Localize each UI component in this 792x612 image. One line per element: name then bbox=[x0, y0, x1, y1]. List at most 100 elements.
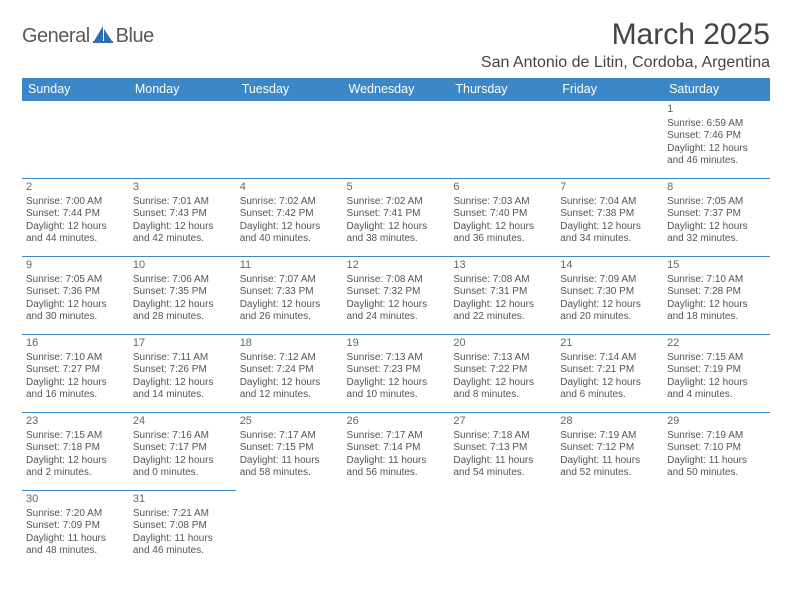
sunset-text: Sunset: 7:41 PM bbox=[347, 208, 446, 221]
calendar-cell: 30Sunrise: 7:20 AMSunset: 7:09 PMDayligh… bbox=[22, 491, 129, 569]
dayheader-thu: Thursday bbox=[449, 78, 556, 101]
sunrise-text: Sunrise: 7:08 AM bbox=[347, 274, 446, 287]
calendar-cell: 2Sunrise: 7:00 AMSunset: 7:44 PMDaylight… bbox=[22, 179, 129, 257]
sunset-text: Sunset: 7:28 PM bbox=[667, 286, 766, 299]
daylight-text: Daylight: 12 hours bbox=[26, 299, 125, 312]
calendar-cell: 13Sunrise: 7:08 AMSunset: 7:31 PMDayligh… bbox=[449, 257, 556, 335]
daylight-text: Daylight: 11 hours bbox=[133, 533, 232, 546]
dayheader-tue: Tuesday bbox=[236, 78, 343, 101]
daylight-text: and 32 minutes. bbox=[667, 233, 766, 246]
calendar-cell: 31Sunrise: 7:21 AMSunset: 7:08 PMDayligh… bbox=[129, 491, 236, 569]
daylight-text: and 48 minutes. bbox=[26, 545, 125, 558]
calendar-cell: 12Sunrise: 7:08 AMSunset: 7:32 PMDayligh… bbox=[343, 257, 450, 335]
sunset-text: Sunset: 7:30 PM bbox=[560, 286, 659, 299]
day-number: 29 bbox=[667, 415, 766, 429]
calendar-cell: 29Sunrise: 7:19 AMSunset: 7:10 PMDayligh… bbox=[663, 413, 770, 491]
sunrise-text: Sunrise: 7:20 AM bbox=[26, 508, 125, 521]
day-number: 21 bbox=[560, 337, 659, 351]
sail-icon bbox=[92, 24, 114, 49]
calendar-cell bbox=[236, 491, 343, 569]
dayheader-fri: Friday bbox=[556, 78, 663, 101]
calendar-week-row: 30Sunrise: 7:20 AMSunset: 7:09 PMDayligh… bbox=[22, 491, 770, 569]
calendar-header-row: Sunday Monday Tuesday Wednesday Thursday… bbox=[22, 78, 770, 101]
header: General Blue March 2025 San Antonio de L… bbox=[22, 18, 770, 72]
daylight-text: Daylight: 12 hours bbox=[453, 221, 552, 234]
sunset-text: Sunset: 7:21 PM bbox=[560, 364, 659, 377]
day-number: 5 bbox=[347, 181, 446, 195]
day-number: 31 bbox=[133, 493, 232, 507]
daylight-text: Daylight: 12 hours bbox=[240, 221, 339, 234]
calendar-cell: 8Sunrise: 7:05 AMSunset: 7:37 PMDaylight… bbox=[663, 179, 770, 257]
daylight-text: Daylight: 12 hours bbox=[133, 299, 232, 312]
day-number: 2 bbox=[26, 181, 125, 195]
sunset-text: Sunset: 7:19 PM bbox=[667, 364, 766, 377]
calendar-cell bbox=[556, 101, 663, 179]
sunrise-text: Sunrise: 7:18 AM bbox=[453, 430, 552, 443]
calendar-cell bbox=[22, 101, 129, 179]
calendar-table: Sunday Monday Tuesday Wednesday Thursday… bbox=[22, 78, 770, 569]
daylight-text: Daylight: 11 hours bbox=[26, 533, 125, 546]
sunset-text: Sunset: 7:33 PM bbox=[240, 286, 339, 299]
sunrise-text: Sunrise: 7:19 AM bbox=[560, 430, 659, 443]
calendar-cell: 11Sunrise: 7:07 AMSunset: 7:33 PMDayligh… bbox=[236, 257, 343, 335]
day-number: 26 bbox=[347, 415, 446, 429]
month-title: March 2025 bbox=[481, 18, 770, 52]
day-number: 18 bbox=[240, 337, 339, 351]
calendar-cell: 5Sunrise: 7:02 AMSunset: 7:41 PMDaylight… bbox=[343, 179, 450, 257]
sunrise-text: Sunrise: 7:01 AM bbox=[133, 196, 232, 209]
sunset-text: Sunset: 7:22 PM bbox=[453, 364, 552, 377]
daylight-text: and 56 minutes. bbox=[347, 467, 446, 480]
sunset-text: Sunset: 7:23 PM bbox=[347, 364, 446, 377]
sunset-text: Sunset: 7:18 PM bbox=[26, 442, 125, 455]
day-number: 11 bbox=[240, 259, 339, 273]
sunrise-text: Sunrise: 6:59 AM bbox=[667, 118, 766, 131]
daylight-text: Daylight: 12 hours bbox=[133, 455, 232, 468]
sunset-text: Sunset: 7:43 PM bbox=[133, 208, 232, 221]
day-number: 1 bbox=[667, 103, 766, 117]
day-number: 19 bbox=[347, 337, 446, 351]
daylight-text: and 2 minutes. bbox=[26, 467, 125, 480]
daylight-text: Daylight: 11 hours bbox=[667, 455, 766, 468]
daylight-text: and 20 minutes. bbox=[560, 311, 659, 324]
daylight-text: Daylight: 12 hours bbox=[560, 221, 659, 234]
sunset-text: Sunset: 7:24 PM bbox=[240, 364, 339, 377]
dayheader-mon: Monday bbox=[129, 78, 236, 101]
day-number: 15 bbox=[667, 259, 766, 273]
sunset-text: Sunset: 7:08 PM bbox=[133, 520, 232, 533]
daylight-text: Daylight: 11 hours bbox=[240, 455, 339, 468]
sunset-text: Sunset: 7:09 PM bbox=[26, 520, 125, 533]
sunrise-text: Sunrise: 7:15 AM bbox=[26, 430, 125, 443]
daylight-text: Daylight: 12 hours bbox=[240, 377, 339, 390]
calendar-cell: 27Sunrise: 7:18 AMSunset: 7:13 PMDayligh… bbox=[449, 413, 556, 491]
daylight-text: and 8 minutes. bbox=[453, 389, 552, 402]
daylight-text: Daylight: 12 hours bbox=[347, 377, 446, 390]
day-number: 8 bbox=[667, 181, 766, 195]
daylight-text: Daylight: 12 hours bbox=[133, 377, 232, 390]
sunset-text: Sunset: 7:32 PM bbox=[347, 286, 446, 299]
calendar-cell bbox=[449, 101, 556, 179]
dayheader-sun: Sunday bbox=[22, 78, 129, 101]
sunrise-text: Sunrise: 7:00 AM bbox=[26, 196, 125, 209]
daylight-text: and 36 minutes. bbox=[453, 233, 552, 246]
sunset-text: Sunset: 7:31 PM bbox=[453, 286, 552, 299]
sunrise-text: Sunrise: 7:05 AM bbox=[26, 274, 125, 287]
daylight-text: and 58 minutes. bbox=[240, 467, 339, 480]
daylight-text: and 54 minutes. bbox=[453, 467, 552, 480]
calendar-cell bbox=[663, 491, 770, 569]
calendar-page: General Blue March 2025 San Antonio de L… bbox=[0, 0, 792, 579]
calendar-cell: 24Sunrise: 7:16 AMSunset: 7:17 PMDayligh… bbox=[129, 413, 236, 491]
daylight-text: and 26 minutes. bbox=[240, 311, 339, 324]
daylight-text: and 18 minutes. bbox=[667, 311, 766, 324]
calendar-cell: 4Sunrise: 7:02 AMSunset: 7:42 PMDaylight… bbox=[236, 179, 343, 257]
daylight-text: Daylight: 12 hours bbox=[667, 377, 766, 390]
calendar-week-row: 2Sunrise: 7:00 AMSunset: 7:44 PMDaylight… bbox=[22, 179, 770, 257]
calendar-cell: 18Sunrise: 7:12 AMSunset: 7:24 PMDayligh… bbox=[236, 335, 343, 413]
daylight-text: and 52 minutes. bbox=[560, 467, 659, 480]
sunset-text: Sunset: 7:35 PM bbox=[133, 286, 232, 299]
calendar-body: 1Sunrise: 6:59 AMSunset: 7:46 PMDaylight… bbox=[22, 101, 770, 569]
sunrise-text: Sunrise: 7:15 AM bbox=[667, 352, 766, 365]
sunrise-text: Sunrise: 7:19 AM bbox=[667, 430, 766, 443]
sunset-text: Sunset: 7:13 PM bbox=[453, 442, 552, 455]
sunrise-text: Sunrise: 7:14 AM bbox=[560, 352, 659, 365]
daylight-text: and 0 minutes. bbox=[133, 467, 232, 480]
